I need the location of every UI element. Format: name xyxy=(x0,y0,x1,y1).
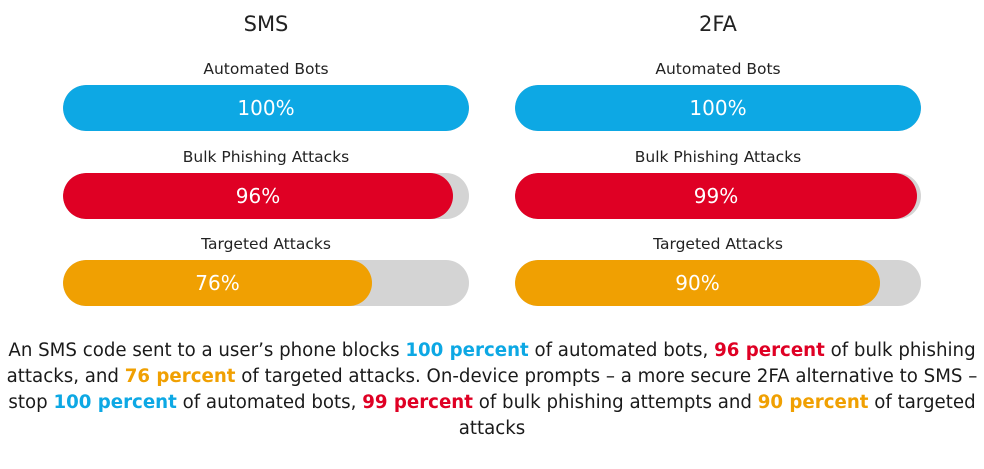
sms-bulk-label: Bulk Phishing Attacks xyxy=(182,148,350,166)
2fa-targeted-label: Targeted Attacks xyxy=(653,235,783,253)
2fa-bots-track: 100% xyxy=(515,85,921,131)
sms-targeted-track: 76% xyxy=(63,260,469,306)
caption-text: of automated bots, xyxy=(528,340,715,361)
sms-targeted-value: 76% xyxy=(195,271,240,295)
caption-text: of targeted attacks. On-device prompts –… xyxy=(8,366,978,413)
sms-bulk-track: 96% xyxy=(63,173,469,219)
sms-chart-title: SMS xyxy=(243,12,289,36)
sms-bots-label: Automated Bots xyxy=(203,60,329,78)
2fa-targeted-bar xyxy=(515,260,880,306)
sms-bots-bar xyxy=(63,85,469,131)
caption-text: of bulk phishing attacks, and xyxy=(6,340,976,387)
2fa-targeted-track: 90% xyxy=(515,260,921,306)
caption-text: of bulk phishing attempts and xyxy=(472,392,758,413)
sms-bulk-bar xyxy=(63,173,453,219)
2fa-targeted-value: 90% xyxy=(675,271,720,295)
caption-highlight: 99 percent xyxy=(362,392,473,413)
2fa-bots-value: 100% xyxy=(689,96,747,120)
2fa-bots-bar xyxy=(515,85,921,131)
caption-text: of automated bots, xyxy=(176,392,363,413)
sms-bots-value: 100% xyxy=(237,96,295,120)
caption-highlight: 96 percent xyxy=(714,340,825,361)
sms-bots-track: 100% xyxy=(63,85,469,131)
caption-highlight: 100 percent xyxy=(53,392,177,413)
caption-text: An SMS code sent to a user’s phone block… xyxy=(8,340,406,361)
caption-highlight: 90 percent xyxy=(757,392,869,413)
sms-targeted-label: Targeted Attacks xyxy=(201,235,331,253)
caption-highlight: 76 percent xyxy=(124,366,236,387)
caption-text: of targeted attacks xyxy=(458,392,976,439)
2fa-bulk-bar xyxy=(515,173,917,219)
2fa-bulk-label: Bulk Phishing Attacks xyxy=(634,148,802,166)
2fa-bots-label: Automated Bots xyxy=(655,60,781,78)
2fa-bulk-value: 99% xyxy=(693,184,739,208)
sms-bulk-value: 96% xyxy=(235,184,281,208)
2fa-bulk-track: 99% xyxy=(515,173,921,219)
caption: An SMS code sent to a user’s phone block… xyxy=(0,338,984,442)
sms-targeted-bar xyxy=(63,260,372,306)
caption-highlight: 100 percent xyxy=(405,340,529,361)
2fa-chart-title: 2FA xyxy=(699,12,737,36)
